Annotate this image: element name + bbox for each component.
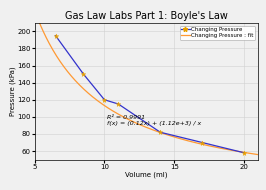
Changing Pressure : fit: (21, 55.9): fit: (21, 55.9) (256, 154, 260, 156)
Line: Changing Pressure: Changing Pressure (56, 36, 244, 153)
Point (53, 34, 58, 37)
Line: Changing Pressure : fit: Changing Pressure : fit (37, 18, 258, 155)
Point (116, 102, 120, 105)
Changing Pressure (117, 103, 120, 105)
Legend: Changing Pressure, Changing Pressure : fit: Changing Pressure, Changing Pressure : f… (180, 26, 255, 40)
Changing Pressure (82, 73, 85, 75)
Changing Pressure : fit: (18.5, 62.7): fit: (18.5, 62.7) (222, 148, 225, 150)
Changing Pressure : fit: (19.5, 59.7): fit: (19.5, 59.7) (236, 150, 239, 152)
Title: Gas Law Labs Part 1: Boyle's Law: Gas Law Labs Part 1: Boyle's Law (65, 11, 228, 21)
Changing Pressure : fit: (5.25, 214): fit: (5.25, 214) (36, 18, 40, 21)
Changing Pressure (54, 35, 57, 37)
Y-axis label: Pressure (kPa): Pressure (kPa) (9, 66, 15, 116)
Point (81, 73, 86, 76)
Changing Pressure : fit: (14.6, 78.4): fit: (14.6, 78.4) (167, 134, 170, 136)
Changing Pressure : fit: (14.9, 77.1): fit: (14.9, 77.1) (171, 135, 174, 138)
Point (242, 151, 246, 154)
Point (102, 98, 106, 101)
Changing Pressure : fit: (14.6, 78.7): fit: (14.6, 78.7) (167, 134, 170, 136)
Changing Pressure (243, 152, 246, 154)
Changing Pressure (159, 131, 162, 133)
Changing Pressure : fit: (5.2, 216): fit: (5.2, 216) (36, 17, 39, 19)
X-axis label: Volume (ml): Volume (ml) (125, 171, 168, 178)
Changing Pressure (201, 141, 204, 144)
Text: R² = 0.9991
f(x) = (0.12x) + (1.12e+3) / x: R² = 0.9991 f(x) = (0.12x) + (1.12e+3) /… (107, 115, 201, 126)
Point (200, 141, 204, 144)
Changing Pressure (103, 99, 106, 101)
Point (158, 131, 162, 134)
